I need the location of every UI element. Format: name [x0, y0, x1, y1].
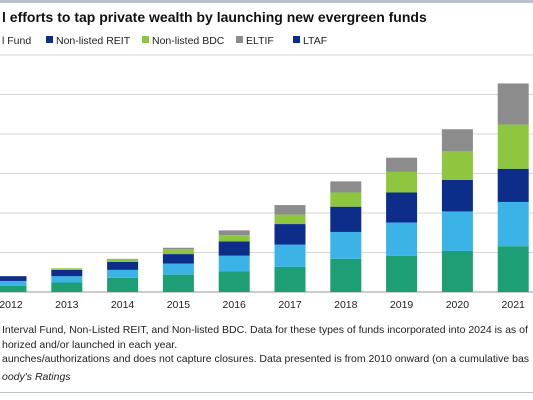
- bar-2017-series-4: [274, 205, 306, 215]
- bar-2018-series-3: [330, 192, 362, 207]
- x-tick-2018: 2018: [334, 299, 358, 311]
- bar-2021-series-4: [497, 83, 529, 125]
- legend-label-4: ELTIF: [246, 35, 274, 47]
- bar-2019-series-3: [386, 171, 418, 193]
- legend-swatch-2: [46, 36, 53, 43]
- chart-notes: Interval Fund, Non-Listed REIT, and Non-…: [2, 323, 533, 367]
- bar-2018-series-4: [330, 181, 362, 193]
- bar-2020-series-0: [441, 250, 473, 292]
- bar-2017-series-1: [274, 244, 306, 267]
- bar-2013-series-1: [51, 276, 83, 283]
- bar-2014-series-3: [107, 258, 139, 262]
- x-tick-2013: 2013: [55, 299, 79, 311]
- x-tick-2014: 2014: [111, 299, 135, 311]
- bar-2015-series-1: [162, 263, 194, 275]
- note-line-2: horized and/or launched in each year.: [2, 338, 178, 351]
- bar-2019-series-0: [386, 255, 418, 292]
- bar-2020-series-3: [441, 151, 473, 180]
- bar-2017-series-3: [274, 214, 306, 225]
- note-line-1: Interval Fund, Non-Listed REIT, and Non-…: [2, 324, 528, 336]
- x-tick-2021: 2021: [502, 299, 526, 311]
- legend-swatch-3: [142, 36, 149, 43]
- bar-2018-series-1: [330, 231, 362, 259]
- x-tick-2019: 2019: [390, 299, 414, 311]
- bar-2012-series-0: [0, 285, 27, 292]
- bar-2016-series-1: [218, 255, 250, 272]
- bar-2015-series-4: [162, 247, 194, 250]
- legend-swatch-4: [236, 36, 243, 43]
- bar-2016-series-3: [218, 235, 250, 242]
- legend-label-3: Non-listed BDC: [152, 35, 225, 47]
- legend-label-0: l Fund: [2, 35, 31, 47]
- bar-2018-series-2: [330, 206, 362, 232]
- bar-2015-series-2: [162, 254, 194, 264]
- legend: l Fund Non-listed REIT Non-listed BDC ELTIF…: [2, 35, 327, 47]
- bar-2019-series-1: [386, 222, 418, 256]
- x-tick-2016: 2016: [223, 299, 247, 311]
- bar-2020-series-1: [441, 211, 473, 251]
- bar-2014-series-1: [107, 269, 139, 278]
- bar-2015-series-3: [162, 249, 194, 255]
- bar-2015-series-0: [162, 274, 194, 292]
- chart-title: l efforts to tap private wealth by launc…: [2, 9, 427, 25]
- bar-2018-series-0: [330, 258, 362, 292]
- x-tick-2012: 2012: [0, 299, 23, 311]
- bar-2014-series-0: [107, 277, 139, 292]
- bar-2021-series-1: [497, 201, 529, 247]
- x-tick-2017: 2017: [278, 299, 302, 311]
- bar-2021-series-3: [497, 124, 529, 169]
- top-divider: [0, 0, 533, 3]
- bar-2020-series-2: [441, 179, 473, 212]
- bar-2021-series-2: [497, 168, 529, 202]
- legend-label-5: LTAF: [303, 35, 327, 47]
- bar-2017-series-0: [274, 266, 306, 292]
- bar-2012-series-2: [0, 276, 27, 281]
- bar-2019-series-2: [386, 192, 418, 223]
- legend-label-2: Non-listed REIT: [56, 35, 131, 47]
- bar-2013-series-2: [51, 269, 83, 277]
- bar-2016-series-0: [218, 271, 250, 292]
- legend-swatch-5: [293, 36, 300, 43]
- bar-2012-series-1: [0, 280, 27, 286]
- x-axis-ticks: 2012 2013 2014 2015 2016 2017 2018 2019 2020 2021: [0, 299, 525, 311]
- x-tick-2015: 2015: [167, 299, 191, 311]
- bar-2019-series-4: [386, 157, 418, 172]
- note-line-3: aunches/authorizations and does not capt…: [2, 353, 530, 365]
- bar-2013-series-0: [51, 282, 83, 292]
- x-tick-2020: 2020: [446, 299, 470, 311]
- bar-2014-series-2: [107, 261, 139, 270]
- bar-2017-series-2: [274, 224, 306, 245]
- bar-2020-series-4: [441, 129, 473, 152]
- bar-2016-series-4: [218, 230, 250, 236]
- bottom-divider: [0, 392, 533, 393]
- bar-2013-series-3: [51, 268, 83, 270]
- bars: [0, 83, 529, 292]
- bar-2016-series-2: [218, 241, 250, 256]
- chart-source: oody's Ratings: [2, 371, 71, 383]
- bar-2021-series-0: [497, 246, 529, 292]
